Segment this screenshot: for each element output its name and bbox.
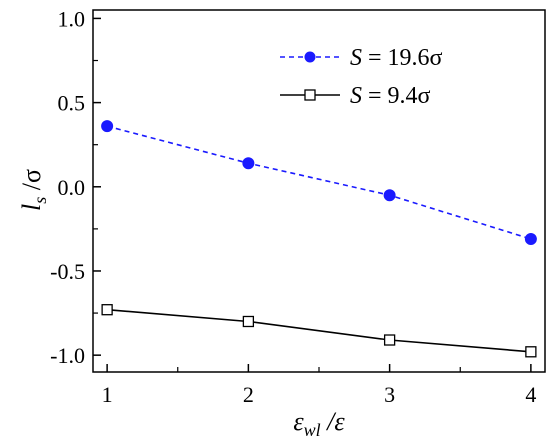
x-axis-label-rest: /ε [321,407,346,436]
data-point-square [525,346,537,358]
x-tick-label: 2 [243,382,254,407]
y-tick-label: 1.0 [58,6,86,31]
legend-marker-circle [304,51,316,63]
plot-frame [92,9,546,373]
x-tick-label: 1 [102,382,113,407]
data-point-square [101,304,113,316]
data-point-circle [101,120,114,133]
legend-label-2: S = 9.4σ [350,83,431,109]
x-tick-label: 3 [384,382,395,407]
x-axis-label-sub: wl [304,420,321,440]
y-tick-label: -1.0 [50,343,85,368]
legend-label-1: S = 19.6σ [350,45,443,71]
y-tick-label: -0.5 [50,259,85,284]
x-ticks: 1 2 3 4 [102,364,536,407]
x-axis-label: εwl /ε [293,407,345,440]
y-axis-label-rest: /σ [17,169,46,197]
data-point-circle [383,189,396,202]
y-axis-label-sub: s [30,197,50,204]
legend-marker-square [304,89,316,101]
series-line-2 [107,308,531,353]
y-tick-label: 0.0 [58,175,86,200]
data-point-square [383,334,396,346]
y-axis-label: ls /σ [17,169,50,211]
series-layer [101,120,537,358]
data-point-square [242,315,255,328]
data-point-circle [242,157,255,170]
data-point-circle [524,232,537,245]
legend: S = 19.6σ S = 9.4σ [280,45,443,109]
y-tick-label: 0.5 [58,91,86,116]
series-line-1 [106,125,532,240]
y-ticks: 1.0 0.5 0.0 -0.5 -1.0 [50,6,101,368]
x-tick-label: 4 [525,382,536,407]
